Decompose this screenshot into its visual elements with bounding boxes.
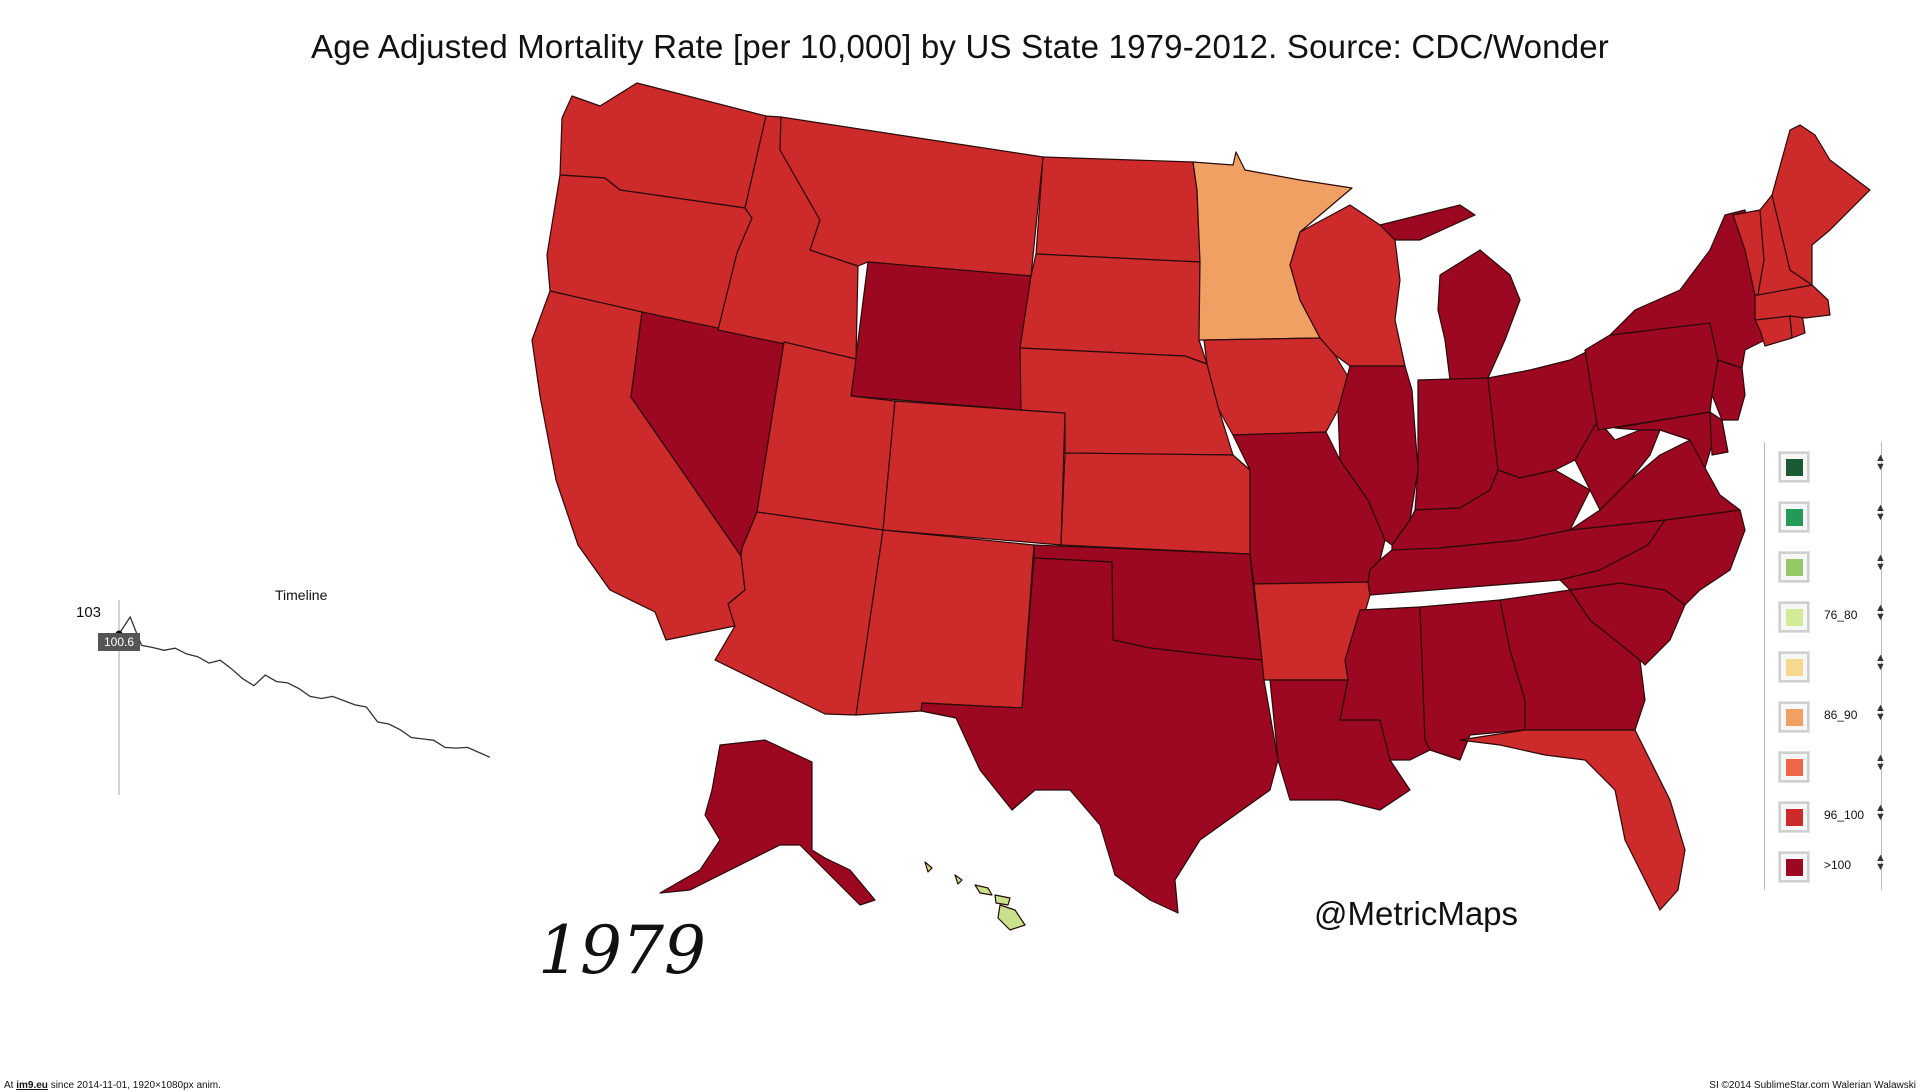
legend-swatch (1786, 759, 1803, 776)
state-west-virginia (1574, 419, 1661, 511)
footer-right: SI ©2014 SublimeStar.com Walerian Walaws… (1709, 1080, 1916, 1091)
state-pennsylvania (1584, 322, 1719, 431)
state-south-dakota (1019, 253, 1208, 365)
state-wyoming (850, 261, 1032, 411)
map-title: Age Adjusted Mortality Rate [per 10,000]… (310, 28, 1609, 65)
legend-swatch (1786, 809, 1803, 826)
year-label: 1979 (538, 912, 706, 989)
state-texas (920, 557, 1279, 914)
legend-swatch-box[interactable] (1779, 752, 1809, 782)
author-handle: @MetricMaps (1314, 895, 1519, 932)
legend-spinner-icon[interactable]: ▲ ▼ (1875, 802, 1886, 823)
legend-swatch-box[interactable] (1779, 502, 1809, 532)
state-iowa (1203, 337, 1351, 436)
state-michigan (1379, 204, 1521, 381)
legend-label: >100 (1824, 858, 1852, 872)
legend-spinner-icon[interactable]: ▲ ▼ (1875, 652, 1886, 673)
legend-label: 96_100 (1824, 808, 1865, 822)
state-florida (1459, 729, 1686, 911)
legend-swatch (1786, 659, 1803, 676)
state-alaska (659, 739, 876, 906)
state-new-mexico (855, 529, 1035, 716)
legend-row[interactable]: 86_90 ▲ ▼ (1779, 702, 1886, 736)
footer-left: At im9.eu since 2014-11-01, 1920×1080px … (4, 1080, 221, 1091)
footer-prefix: At (4, 1080, 17, 1091)
legend-row[interactable]: 96_100 ▲ ▼ (1779, 802, 1886, 836)
state-kansas (1060, 452, 1251, 555)
state-colorado (882, 400, 1066, 546)
legend-row[interactable]: ▲ ▼ (1779, 502, 1886, 536)
legend-row[interactable]: ▲ ▼ (1779, 652, 1886, 686)
state-kentucky (1391, 469, 1591, 551)
state-north-carolina (1559, 509, 1746, 606)
states-layer (531, 82, 1871, 931)
state-indiana (1414, 377, 1499, 511)
legend-spinner-icon[interactable]: ▲ ▼ (1875, 452, 1886, 473)
timeline-line (118, 615, 491, 758)
legend-swatch-box[interactable] (1779, 702, 1809, 732)
footer-suffix: since 2014-11-01, 1920×1080px anim. (47, 1080, 221, 1091)
legend-swatch (1786, 459, 1803, 476)
legend-swatch-box[interactable] (1779, 552, 1809, 582)
timeline-ymax-label: 103 (76, 604, 102, 621)
legend-spinner-icon[interactable]: ▲ ▼ (1875, 552, 1886, 573)
legend-swatch (1786, 709, 1803, 726)
legend-spinner-icon[interactable]: ▲ ▼ (1875, 602, 1886, 623)
state-massachusetts (1754, 284, 1831, 321)
timeline-chart (115, 600, 491, 795)
legend-spinner-icon[interactable]: ▲ ▼ (1875, 702, 1886, 723)
state-hawaii (924, 861, 1026, 931)
legend-spinner-icon[interactable]: ▲ ▼ (1875, 752, 1886, 773)
legend-label: 76_80 (1824, 608, 1858, 622)
legend-row[interactable]: ▲ ▼ (1779, 452, 1886, 486)
legend-row[interactable]: ▲ ▼ (1779, 552, 1886, 586)
legend-spinner-icon[interactable]: ▲ ▼ (1875, 852, 1886, 873)
state-delaware (1709, 411, 1729, 456)
legend-swatch (1786, 859, 1803, 876)
state-north-dakota (1035, 156, 1201, 263)
legend-swatch-box[interactable] (1779, 452, 1809, 482)
legend-swatch-box[interactable] (1779, 602, 1809, 632)
footer-link[interactable]: im9.eu (16, 1080, 48, 1091)
legend-swatch (1786, 559, 1803, 576)
timeline-value-badge: 100.6 (98, 633, 141, 651)
state-montana (779, 116, 1044, 277)
timeline-title: Timeline (275, 587, 328, 603)
legend-row[interactable]: >100 ▲ ▼ (1779, 852, 1886, 886)
legend-swatch (1786, 609, 1803, 626)
legend: ▲ ▼ ▲ ▼ ▲ ▼ 76_80 ▲ ▼ ▲ ▼ 86_90 ▲ ▼ ▲ ▼ 96_100 … (1764, 442, 1886, 890)
legend-spinner-icon[interactable]: ▲ ▼ (1875, 502, 1886, 523)
legend-row[interactable]: 76_80 ▲ ▼ (1779, 602, 1886, 636)
legend-row[interactable]: ▲ ▼ (1779, 752, 1886, 786)
legend-swatch-box[interactable] (1779, 802, 1809, 832)
state-maine (1771, 124, 1871, 286)
legend-swatch-box[interactable] (1779, 852, 1809, 882)
legend-swatch (1786, 509, 1803, 526)
legend-swatch-box[interactable] (1779, 652, 1809, 682)
legend-label: 86_90 (1824, 708, 1858, 722)
